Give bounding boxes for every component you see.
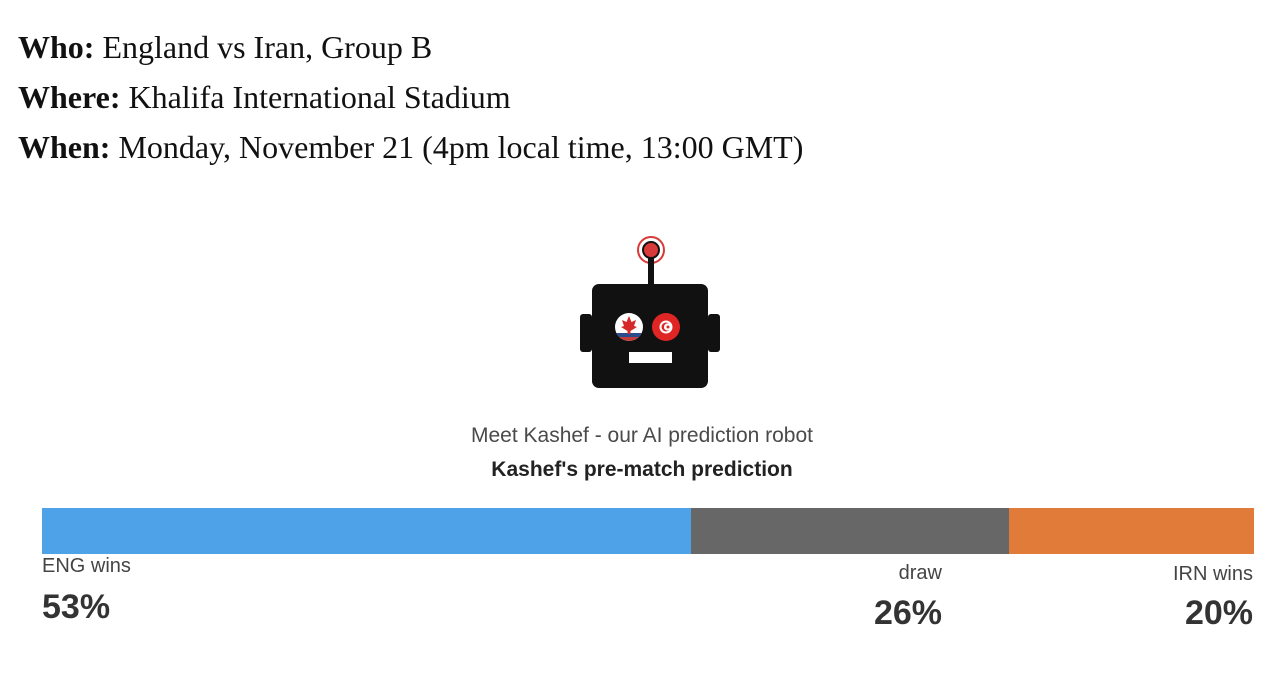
where-line: Where: Khalifa International Stadium <box>18 72 803 122</box>
when-value: Monday, November 21 (4pm local time, 13:… <box>110 129 804 165</box>
draw-percent: 26% <box>873 594 942 632</box>
caption-subtitle: Meet Kashef - our AI prediction robot <box>470 424 814 447</box>
irn-wins-percent: 20% <box>1184 594 1253 632</box>
match-info: Who: England vs Iran, Group B Where: Kha… <box>18 22 803 172</box>
tunisia-flag-icon <box>652 313 680 341</box>
when-label: When: <box>18 129 111 165</box>
caption-title: Kashef's pre-match prediction <box>491 458 793 481</box>
draw-segment <box>690 508 1010 554</box>
canada-flag-icon <box>615 313 643 341</box>
who-line: Who: England vs Iran, Group B <box>18 22 803 72</box>
who-label: Who: <box>18 29 95 65</box>
eng-wins-percent: 53% <box>42 588 111 626</box>
eng-wins-label: ENG wins <box>42 555 131 577</box>
robot-icon <box>580 236 720 388</box>
where-value: Khalifa International Stadium <box>120 79 511 115</box>
who-value: England vs Iran, Group B <box>94 29 433 65</box>
where-label: Where: <box>18 79 121 115</box>
when-line: When: Monday, November 21 (4pm local tim… <box>18 122 803 172</box>
draw-label: draw <box>898 562 942 584</box>
eng-wins-segment <box>42 508 691 554</box>
irn-wins-segment <box>1009 508 1254 554</box>
irn-wins-label: IRN wins <box>1172 563 1253 585</box>
prediction-bar <box>42 508 1254 554</box>
